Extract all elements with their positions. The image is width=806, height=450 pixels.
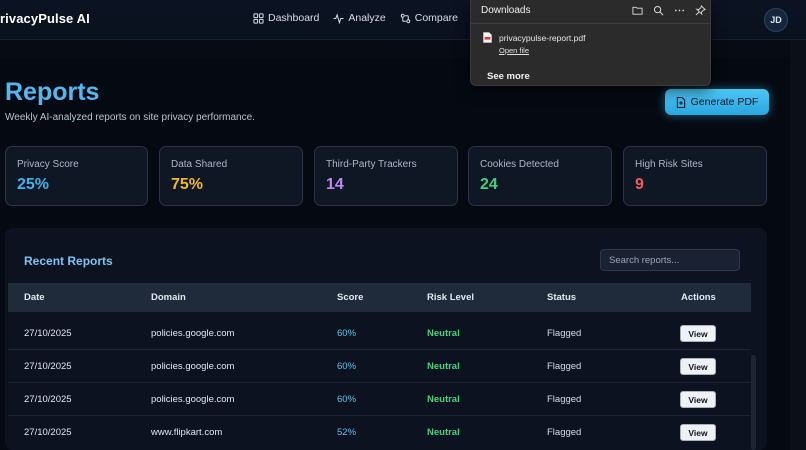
table-header: Date Domain Score Risk Level Status Acti… (8, 283, 751, 312)
grid-icon (253, 12, 264, 24)
cell-score: 60% (337, 394, 357, 405)
view-button[interactable]: View (680, 424, 716, 441)
table-scrollbar[interactable] (751, 355, 756, 450)
brand-name[interactable]: rivacyPulse AI (0, 11, 90, 26)
column-header-actions: Actions (681, 292, 716, 303)
nav-dashboard[interactable]: Dashboard (253, 12, 319, 24)
activity-icon (333, 12, 344, 24)
page-scrollbar[interactable] (790, 40, 806, 450)
stat-card-third-party-trackers: Third-Party Trackers 14 (314, 146, 458, 206)
table-row: 27/10/2025 policies.google.com 60% Neutr… (8, 317, 751, 350)
cell-status: Flagged (547, 328, 582, 339)
search-icon[interactable] (648, 3, 669, 17)
downloads-divider (471, 23, 710, 24)
compare-icon (400, 13, 410, 23)
table-row: 27/10/2025 policies.google.com 60% Neutr… (8, 383, 751, 416)
cell-status: Flagged (547, 427, 582, 438)
avatar[interactable]: JD (764, 8, 788, 32)
downloads-title: Downloads (481, 5, 531, 16)
view-button[interactable]: View (680, 325, 716, 342)
column-header-domain: Domain (151, 292, 186, 303)
cell-risk-level: Neutral (427, 394, 460, 405)
table-row: 27/10/2025 policies.google.com 60% Neutr… (8, 350, 751, 383)
view-button[interactable]: View (680, 358, 716, 375)
cell-score: 60% (337, 361, 357, 372)
stat-label: Third-Party Trackers (326, 159, 417, 170)
stat-label: Privacy Score (17, 159, 79, 170)
cell-domain: policies.google.com (151, 361, 235, 372)
cell-domain: www.flipkart.com (151, 427, 223, 438)
downloads-popup: Downloads privacypulse-report.pdf Open f… (470, 0, 711, 86)
table-row: 27/10/2025 www.flipkart.com 52% Neutral … (8, 416, 751, 449)
search-reports-input[interactable] (600, 249, 740, 271)
column-header-score: Score (337, 292, 364, 303)
cell-risk-level: Neutral (427, 328, 460, 339)
open-file-link[interactable]: Open file (499, 46, 530, 55)
nav-compare[interactable]: Compare (400, 12, 458, 24)
cell-status: Flagged (547, 394, 582, 405)
view-button[interactable]: View (680, 391, 716, 408)
cell-risk-level: Neutral (427, 427, 460, 438)
recent-reports-title: Recent Reports (24, 254, 113, 268)
cell-score: 52% (337, 427, 357, 438)
cell-status: Flagged (547, 361, 582, 372)
stat-value: 75% (171, 176, 204, 193)
column-header-date: Date (24, 292, 45, 303)
see-more-link[interactable]: See more (487, 71, 530, 82)
cell-domain: policies.google.com (151, 328, 235, 339)
stat-label: Cookies Detected (480, 159, 559, 170)
pin-icon[interactable] (690, 3, 711, 17)
file-icon (676, 96, 685, 108)
page-subtitle: Weekly AI-analyzed reports on site priva… (5, 112, 255, 123)
stat-value: 25% (17, 176, 50, 193)
generate-pdf-label: Generate PDF (690, 96, 759, 108)
column-header-risk-level: Risk Level (427, 292, 474, 303)
stat-card-high-risk-sites: High Risk Sites 9 (623, 146, 767, 206)
generate-pdf-button[interactable]: Generate PDF (665, 89, 769, 115)
downloads-toolbar (627, 3, 711, 17)
nav-compare-label: Compare (414, 12, 458, 24)
folder-icon[interactable] (627, 3, 648, 17)
stat-label: Data Shared (171, 159, 228, 170)
nav-analyze[interactable]: Analyze (333, 12, 386, 24)
cell-score: 60% (337, 328, 357, 339)
nav-dashboard-label: Dashboard (268, 12, 320, 24)
pdf-file-icon (483, 32, 492, 43)
cell-domain: policies.google.com (151, 394, 235, 405)
cell-date: 27/10/2025 (24, 427, 72, 438)
stat-card-privacy-score: Privacy Score 25% (5, 146, 148, 206)
download-file-name[interactable]: privacypulse-report.pdf (499, 33, 586, 43)
stat-label: High Risk Sites (635, 159, 703, 170)
more-icon[interactable] (669, 3, 690, 17)
stat-value: 9 (635, 176, 644, 193)
cell-date: 27/10/2025 (24, 328, 72, 339)
column-header-status: Status (547, 292, 577, 303)
main-nav: Dashboard Analyze Compare (253, 12, 472, 24)
cell-date: 27/10/2025 (24, 394, 72, 405)
cell-risk-level: Neutral (427, 361, 460, 372)
cell-date: 27/10/2025 (24, 361, 72, 372)
stat-value: 14 (326, 176, 344, 193)
page-title: Reports (5, 78, 100, 106)
stat-card-data-shared: Data Shared 75% (159, 146, 303, 206)
stat-value: 24 (480, 176, 498, 193)
nav-analyze-label: Analyze (348, 12, 386, 24)
stat-card-cookies-detected: Cookies Detected 24 (468, 146, 612, 206)
